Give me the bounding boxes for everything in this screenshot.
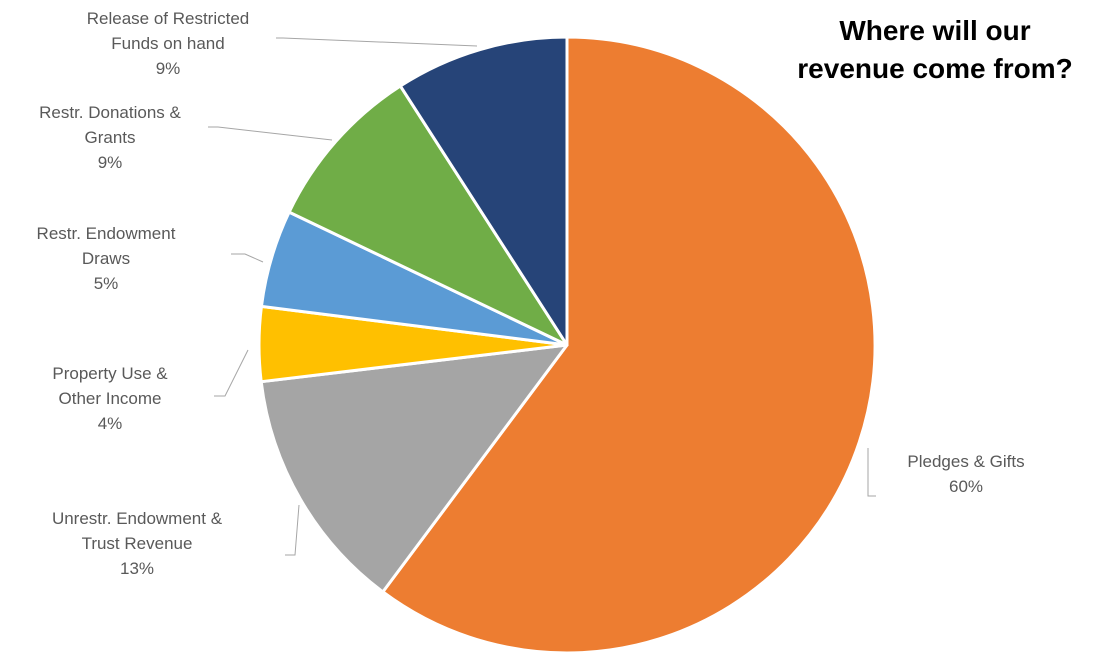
slice-percent-label: 9% [156, 59, 181, 78]
slice-percent-label: 4% [98, 414, 123, 433]
slice-name-label: Other Income [59, 389, 162, 408]
slice-name-label: Restr. Donations & [39, 103, 181, 122]
pie-slice-pledges-gifts [381, 35, 877, 654]
slice-name-label: Funds on hand [111, 34, 224, 53]
slice-name-label: Release of Restricted [87, 9, 250, 28]
slice-name-label: Restr. Endowment [37, 224, 176, 243]
leader-line [285, 504, 300, 556]
chart-title-line-2: revenue come from? [797, 53, 1073, 84]
pie-slice-unrestr-endowment-trust-revenue [259, 343, 569, 594]
pie-slice-restr-donations-grants [287, 84, 569, 347]
slice-name-label: Trust Revenue [82, 534, 193, 553]
slice-percent-label: 13% [120, 559, 154, 578]
leader-line [208, 126, 333, 141]
slice-label: Restr. Donations & Grants 9% [39, 103, 181, 172]
leader-line [214, 349, 249, 397]
slice-label: Pledges & Gifts 60% [907, 452, 1024, 496]
slice-percent-label: 5% [94, 274, 119, 293]
slice-name-label: Draws [82, 249, 130, 268]
leader-line [867, 448, 876, 497]
slice-name-label: Grants [84, 128, 135, 147]
slice-label: Property Use & Other Income 4% [52, 364, 168, 433]
slice-name-label: Unrestr. Endowment & [52, 509, 223, 528]
slice-label: Unrestr. Endowment & Trust Revenue 13% [52, 509, 223, 578]
pie-slices [257, 35, 877, 654]
slice-percent-label: 60% [949, 477, 983, 496]
leader-line [231, 253, 264, 263]
slice-label: Restr. Endowment Draws 5% [37, 224, 176, 293]
chart-title: Where will our revenue come from? [770, 12, 1100, 88]
slice-percent-label: 9% [98, 153, 123, 172]
slice-labels: Pledges & Gifts 60% Unrestr. Endowment & Tr… [37, 9, 1025, 578]
leader-line [276, 37, 478, 47]
leader-lines [208, 37, 876, 556]
pie-slice-release-of-restricted-funds-on-hand [398, 35, 569, 347]
slice-name-label: Pledges & Gifts [907, 452, 1024, 471]
slice-label: Release of Restricted Funds on hand 9% [87, 9, 250, 78]
slice-name-label: Property Use & [52, 364, 168, 383]
chart-title-line-1: Where will our [839, 15, 1031, 46]
